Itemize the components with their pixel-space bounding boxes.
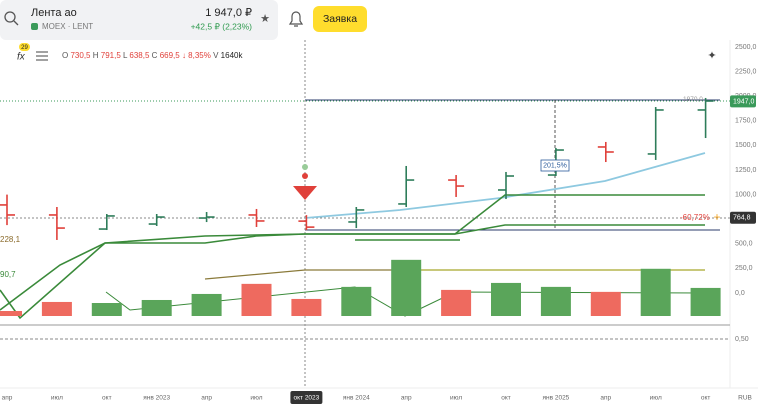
instrument-name: Лента ао xyxy=(31,7,77,19)
volume-bar xyxy=(491,282,521,316)
time-label: апр xyxy=(2,395,13,402)
time-label: апр xyxy=(600,395,611,402)
settings-button[interactable] xyxy=(36,51,48,61)
volume-bar xyxy=(341,286,372,316)
h-label: H xyxy=(93,51,99,60)
order-button[interactable] xyxy=(313,6,367,32)
volume-bar xyxy=(191,293,222,316)
time-label: апр xyxy=(201,395,212,402)
indicator-value: 228,1 xyxy=(0,235,21,244)
search-bar[interactable] xyxy=(0,0,278,40)
cursor-price-label: 764,8 xyxy=(733,215,751,222)
ticker: MOEX · LENT xyxy=(42,22,93,31)
volume-bar xyxy=(391,259,422,316)
change-value: ↓ 8,35% xyxy=(182,51,211,60)
cursor-price-box xyxy=(730,211,756,224)
time-label: янв 2023 xyxy=(143,395,170,402)
volume-bar xyxy=(291,298,322,316)
volume-bar xyxy=(41,301,72,316)
volume-bar xyxy=(141,299,172,316)
search-icon-handle xyxy=(13,20,19,26)
time-label: апр xyxy=(401,395,412,402)
o-label: O xyxy=(62,51,68,60)
h-value: 791,5 xyxy=(101,51,122,60)
time-label: окт xyxy=(701,395,711,402)
l-value: 638,5 xyxy=(129,51,150,60)
current-price-label: 1947,0 xyxy=(733,98,755,105)
ohlc-legend: O 730,5 H 791,5 L 638,5 C 669,5 ↓ 8,35% … xyxy=(62,51,243,60)
current-price-box xyxy=(730,95,756,108)
time-label: июл xyxy=(650,395,662,402)
indicator-line xyxy=(0,194,705,320)
favorite-star[interactable]: ★ xyxy=(260,13,270,25)
l-label: L xyxy=(123,51,128,60)
time-label: июл xyxy=(51,395,63,402)
event-marker[interactable] xyxy=(302,164,308,170)
price-tick-label: 1500,0 xyxy=(735,142,757,149)
alert-bell[interactable] xyxy=(288,11,304,27)
volume-bar xyxy=(540,286,571,316)
indicator-badge xyxy=(19,43,30,51)
time-label: июл xyxy=(250,395,262,402)
time-label: янв 2024 xyxy=(343,395,370,402)
price-tick-label: 1000,0 xyxy=(735,191,757,198)
indicator-tick-label: 0,0 xyxy=(735,290,745,297)
v-label: V xyxy=(213,51,219,60)
price-tick-label: 2500,0 xyxy=(735,44,757,51)
exchange-icon xyxy=(31,23,38,30)
v-value: 1640k xyxy=(221,51,244,60)
indicator-line xyxy=(204,269,705,280)
volume-bar xyxy=(0,311,22,316)
indicator-value: 90,7 xyxy=(0,270,16,279)
ai-button[interactable]: ✦ xyxy=(707,50,716,62)
volume-bar xyxy=(241,283,272,316)
order-button-label[interactable]: Заявка xyxy=(323,13,357,25)
volume-bar xyxy=(640,268,671,316)
indicator-line xyxy=(0,224,705,311)
price-tick-label: 2250,0 xyxy=(735,68,757,75)
indicator-count: 29 xyxy=(21,45,28,51)
volume-bar xyxy=(441,289,472,316)
measure-label: 201,5% xyxy=(543,162,567,169)
price-tick-label: 500,0 xyxy=(735,241,753,248)
c-label: C xyxy=(152,51,158,60)
add-button[interactable]: + xyxy=(713,210,720,224)
last-price: 1 947,0 ₽ xyxy=(205,7,252,19)
moving-average xyxy=(304,152,706,219)
indicator-tick-label: 250,0 xyxy=(735,265,753,272)
active-time-box xyxy=(290,391,323,404)
volume-bar xyxy=(91,303,122,316)
volume-bar xyxy=(590,291,621,316)
time-label: окт xyxy=(501,395,511,402)
time-label: окт xyxy=(102,395,112,402)
price-change: +42,5 ₽ (2,23%) xyxy=(191,21,253,31)
price-tick-label: 1750,0 xyxy=(735,118,757,125)
time-label: июл xyxy=(450,395,462,402)
indicators-button[interactable]: fx xyxy=(17,52,26,63)
price-tick-label: 1250,0 xyxy=(735,167,757,174)
measure-box xyxy=(540,159,570,172)
time-label: окт 2023 xyxy=(294,395,320,402)
event-marker[interactable] xyxy=(302,173,308,179)
o-value: 730,5 xyxy=(70,51,91,60)
level-label: 1970,0 xyxy=(683,96,703,103)
search-icon[interactable] xyxy=(4,11,16,23)
cursor-change: -60,72% xyxy=(680,213,710,222)
oscillator-tick-label: 0,50 xyxy=(735,336,749,343)
time-label: янв 2025 xyxy=(542,395,569,402)
sell-signal xyxy=(293,186,317,200)
c-value: 669,5 xyxy=(160,51,181,60)
volume-bar xyxy=(690,287,721,316)
currency-label: RUB xyxy=(738,395,752,402)
